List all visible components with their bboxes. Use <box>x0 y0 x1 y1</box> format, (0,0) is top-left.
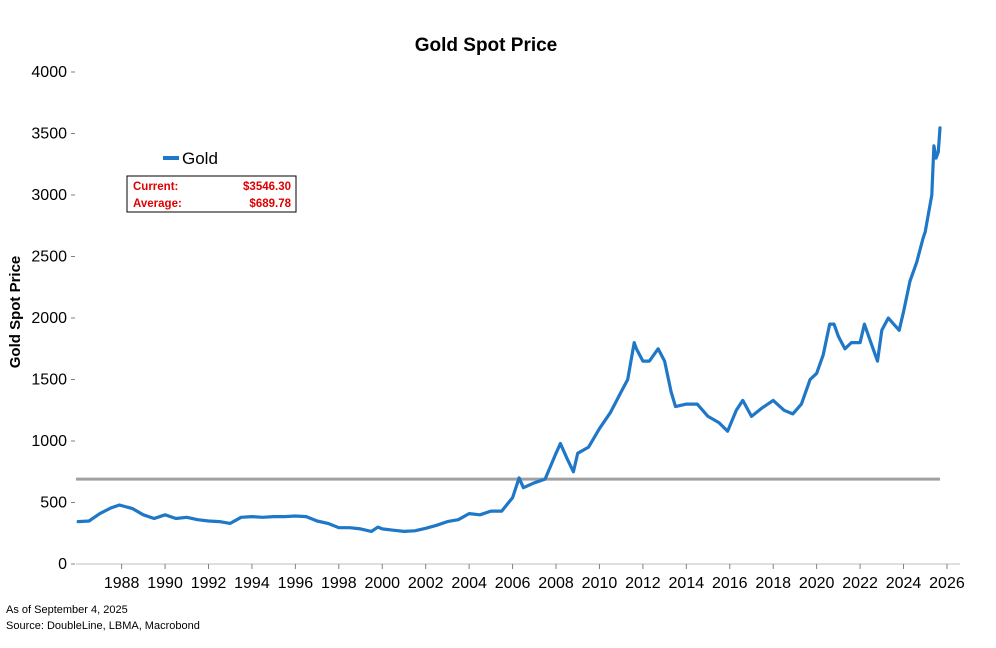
stat-average-value: $689.78 <box>249 198 291 210</box>
series-line-gold <box>76 126 942 534</box>
y-tick-label: 4000 <box>31 64 67 81</box>
y-tick-label: 1500 <box>31 372 67 389</box>
y-tick-label: 3500 <box>31 126 67 143</box>
x-tick-label: 1994 <box>234 575 270 592</box>
y-tick-label: 1000 <box>31 433 67 450</box>
x-tick-label: 1990 <box>147 575 183 592</box>
x-tick-label: 2020 <box>799 575 835 592</box>
series-gold <box>76 126 942 534</box>
stats-box: Current: $3546.30 Average: $689.78 <box>126 175 297 213</box>
axes: 0 500 1000 1500 2000 2500 3000 3500 4000 1988 1990… <box>31 64 964 592</box>
footer-source: Source: DoubleLine, LBMA, Macrobond <box>6 620 200 632</box>
x-tick-label: 2018 <box>755 575 791 592</box>
x-tick-label: 1988 <box>104 575 140 592</box>
y-tick-label: 0 <box>58 556 67 573</box>
x-tick-label: 2014 <box>669 575 705 592</box>
x-tick-label: 1992 <box>191 575 227 592</box>
y-tick-label: 3000 <box>31 187 67 204</box>
x-tick-label: 2026 <box>929 575 965 592</box>
x-tick-label: 2006 <box>495 575 531 592</box>
x-tick-label: 2012 <box>625 575 661 592</box>
x-tick-label: 2000 <box>364 575 400 592</box>
chart-title: Gold Spot Price <box>415 35 558 56</box>
x-tick-label: 1998 <box>321 575 357 592</box>
legend-label-gold: Gold <box>182 149 218 168</box>
x-tick-label: 2004 <box>451 575 487 592</box>
x-tick-label: 2016 <box>712 575 748 592</box>
x-tick-label: 2024 <box>886 575 922 592</box>
stats-box-border <box>126 175 297 213</box>
y-tick-label: 2000 <box>31 310 67 327</box>
footer-as-of: As of September 4, 2025 <box>6 604 128 616</box>
legend: Gold <box>163 149 218 168</box>
x-tick-label: 2002 <box>408 575 444 592</box>
y-tick-label: 500 <box>40 495 67 512</box>
x-tick-label: 2008 <box>538 575 574 592</box>
x-tick-label: 2022 <box>842 575 878 592</box>
stat-average-label: Average: <box>133 198 182 210</box>
x-tick-label: 2010 <box>582 575 618 592</box>
stat-current-label: Current: <box>133 181 178 193</box>
stat-current-value: $3546.30 <box>243 181 291 193</box>
x-tick-label: 1996 <box>278 575 314 592</box>
y-axis-label: Gold Spot Price <box>7 256 24 369</box>
y-tick-label: 2500 <box>31 249 67 266</box>
